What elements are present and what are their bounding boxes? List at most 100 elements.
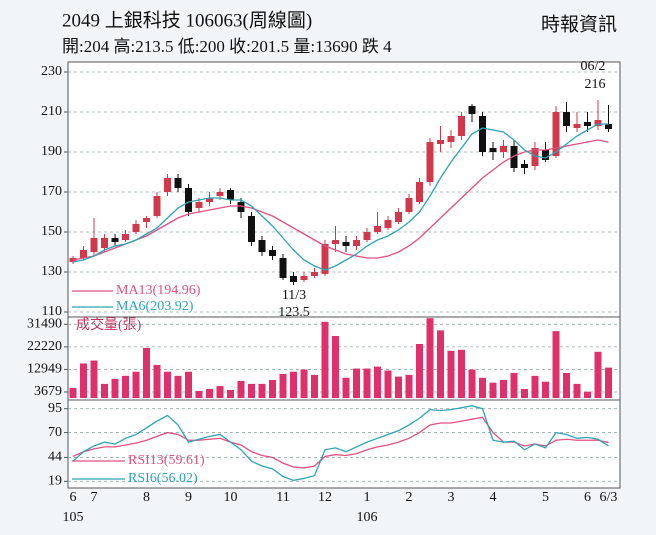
- bar: [101, 383, 108, 398]
- candle-body: [489, 148, 497, 152]
- candle-body: [332, 240, 339, 244]
- bar: [500, 380, 507, 398]
- y-tick-label: 31490: [27, 317, 62, 332]
- bar: [353, 368, 360, 398]
- bar: [510, 372, 518, 398]
- bar: [447, 350, 455, 398]
- x-tick-label: 9: [185, 490, 192, 505]
- candle-body: [521, 164, 528, 168]
- bar: [206, 389, 213, 398]
- candle-body: [185, 188, 192, 212]
- x-tick-label: 2: [406, 490, 413, 505]
- bar: [332, 335, 339, 398]
- x-tick-label: 3: [448, 490, 455, 505]
- bar: [374, 366, 381, 398]
- bar: [258, 383, 266, 398]
- bar: [594, 351, 602, 398]
- bar: [573, 383, 581, 398]
- candle-body: [248, 216, 255, 242]
- candle-body: [153, 196, 161, 216]
- line: [72, 405, 609, 482]
- candle-body: [594, 120, 602, 126]
- bar: [531, 375, 539, 398]
- candle-body: [563, 112, 570, 126]
- line: [72, 123, 609, 271]
- candle-body: [143, 218, 150, 222]
- candle-body: [395, 212, 402, 222]
- x-tick-label: 6/3: [600, 490, 618, 505]
- x-group-label: 106: [357, 510, 378, 525]
- bar: [80, 363, 87, 398]
- legend-label: RSI13(59.61): [128, 453, 205, 468]
- x-tick-label: 5: [542, 490, 549, 505]
- bar: [479, 377, 486, 398]
- bar: [269, 380, 276, 398]
- bar: [185, 371, 192, 398]
- candle-body: [573, 124, 581, 128]
- candle-body: [279, 258, 287, 278]
- candle-body: [363, 232, 371, 240]
- candle-body: [353, 240, 360, 246]
- candle-body: [510, 146, 518, 168]
- y-tick-label: 12949: [27, 362, 62, 377]
- bar: [405, 374, 413, 398]
- bar: [143, 347, 150, 398]
- bar: [458, 349, 465, 398]
- bar: [521, 389, 528, 398]
- bar: [426, 318, 434, 398]
- candle-body: [374, 226, 381, 232]
- bar: [552, 331, 560, 398]
- y-tick-label: 170: [41, 184, 62, 199]
- bar: [216, 386, 224, 398]
- bar: [489, 382, 497, 398]
- bar: [300, 369, 308, 398]
- candle-body: [132, 224, 140, 232]
- bar: [279, 373, 287, 398]
- candle-body: [90, 238, 98, 252]
- y-tick-label: 210: [41, 104, 62, 119]
- y-tick-label: 19: [48, 474, 62, 489]
- y-tick-label: 44: [48, 450, 62, 465]
- bar: [122, 375, 129, 398]
- candle-body: [311, 272, 318, 276]
- candle-body: [258, 240, 266, 252]
- bar: [311, 374, 318, 398]
- bar: [90, 360, 98, 398]
- x-group-label: 105: [63, 510, 84, 525]
- y-tick-label: 110: [42, 304, 62, 319]
- candle-body: [437, 140, 444, 144]
- panel-title: 成交量(張): [76, 316, 142, 333]
- candle-body: [384, 220, 392, 228]
- x-tick-label: 1: [364, 490, 371, 505]
- x-tick-label: 7: [91, 490, 98, 505]
- bar: [395, 376, 402, 398]
- x-tick-label: 11: [276, 490, 289, 505]
- y-tick-label: 230: [41, 64, 62, 79]
- y-tick-label: 150: [41, 224, 62, 239]
- bar: [69, 388, 77, 398]
- line: [72, 416, 609, 469]
- candle-body: [468, 106, 476, 114]
- legend-label: MA6(203.92): [116, 299, 194, 314]
- bar: [237, 380, 245, 398]
- chart-subtitle: 開:204 高:213.5 低:200 收:201.5 量:13690 跌 4: [62, 37, 392, 56]
- bar: [227, 389, 234, 398]
- bar: [321, 321, 329, 398]
- bar: [416, 344, 423, 398]
- plot-frame: [67, 61, 621, 489]
- candle-body: [405, 198, 413, 212]
- candle-body: [531, 148, 539, 166]
- bar: [542, 381, 549, 398]
- legend-label: RSI6(56.02): [128, 471, 198, 486]
- candle-body: [227, 190, 234, 200]
- legend-label: MA13(194.96): [116, 283, 201, 298]
- candle-body: [122, 234, 129, 240]
- y-tick-label: 70: [48, 425, 62, 440]
- candle-body: [195, 202, 203, 208]
- y-tick-label: 3679: [34, 384, 62, 399]
- x-tick-label: 6: [70, 490, 77, 505]
- x-tick-label: 12: [318, 490, 332, 505]
- candle-body: [447, 136, 455, 142]
